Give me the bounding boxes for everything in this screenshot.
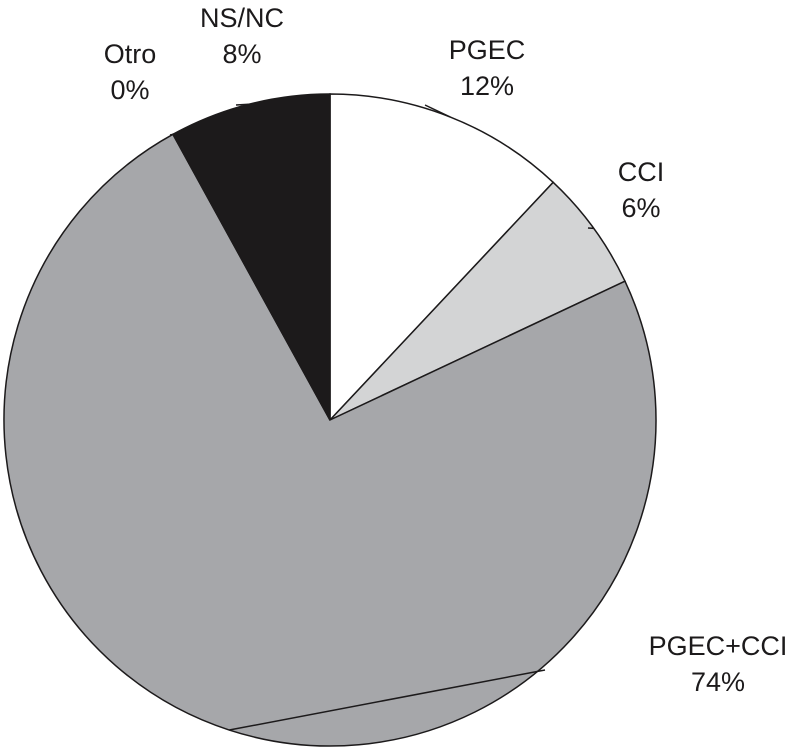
slice-label: PGEC <box>449 35 526 65</box>
pie-slice <box>171 93 331 421</box>
slice-value-label: 12% <box>460 71 514 101</box>
slice-label: CCI <box>618 157 665 187</box>
slice-label: PGEC+CCI <box>649 631 788 661</box>
slice-value-label: 0% <box>110 75 149 105</box>
pie-slice <box>329 93 555 422</box>
slice-value-label: 8% <box>222 39 261 69</box>
slice-label: NS/NC <box>200 3 284 33</box>
leader-line <box>229 669 546 731</box>
leader-line <box>235 103 249 106</box>
slice-value-label: 6% <box>621 193 660 223</box>
slice-value-label: 74% <box>691 667 745 697</box>
slice-label: Otro <box>104 39 157 69</box>
leader-line <box>424 104 451 118</box>
